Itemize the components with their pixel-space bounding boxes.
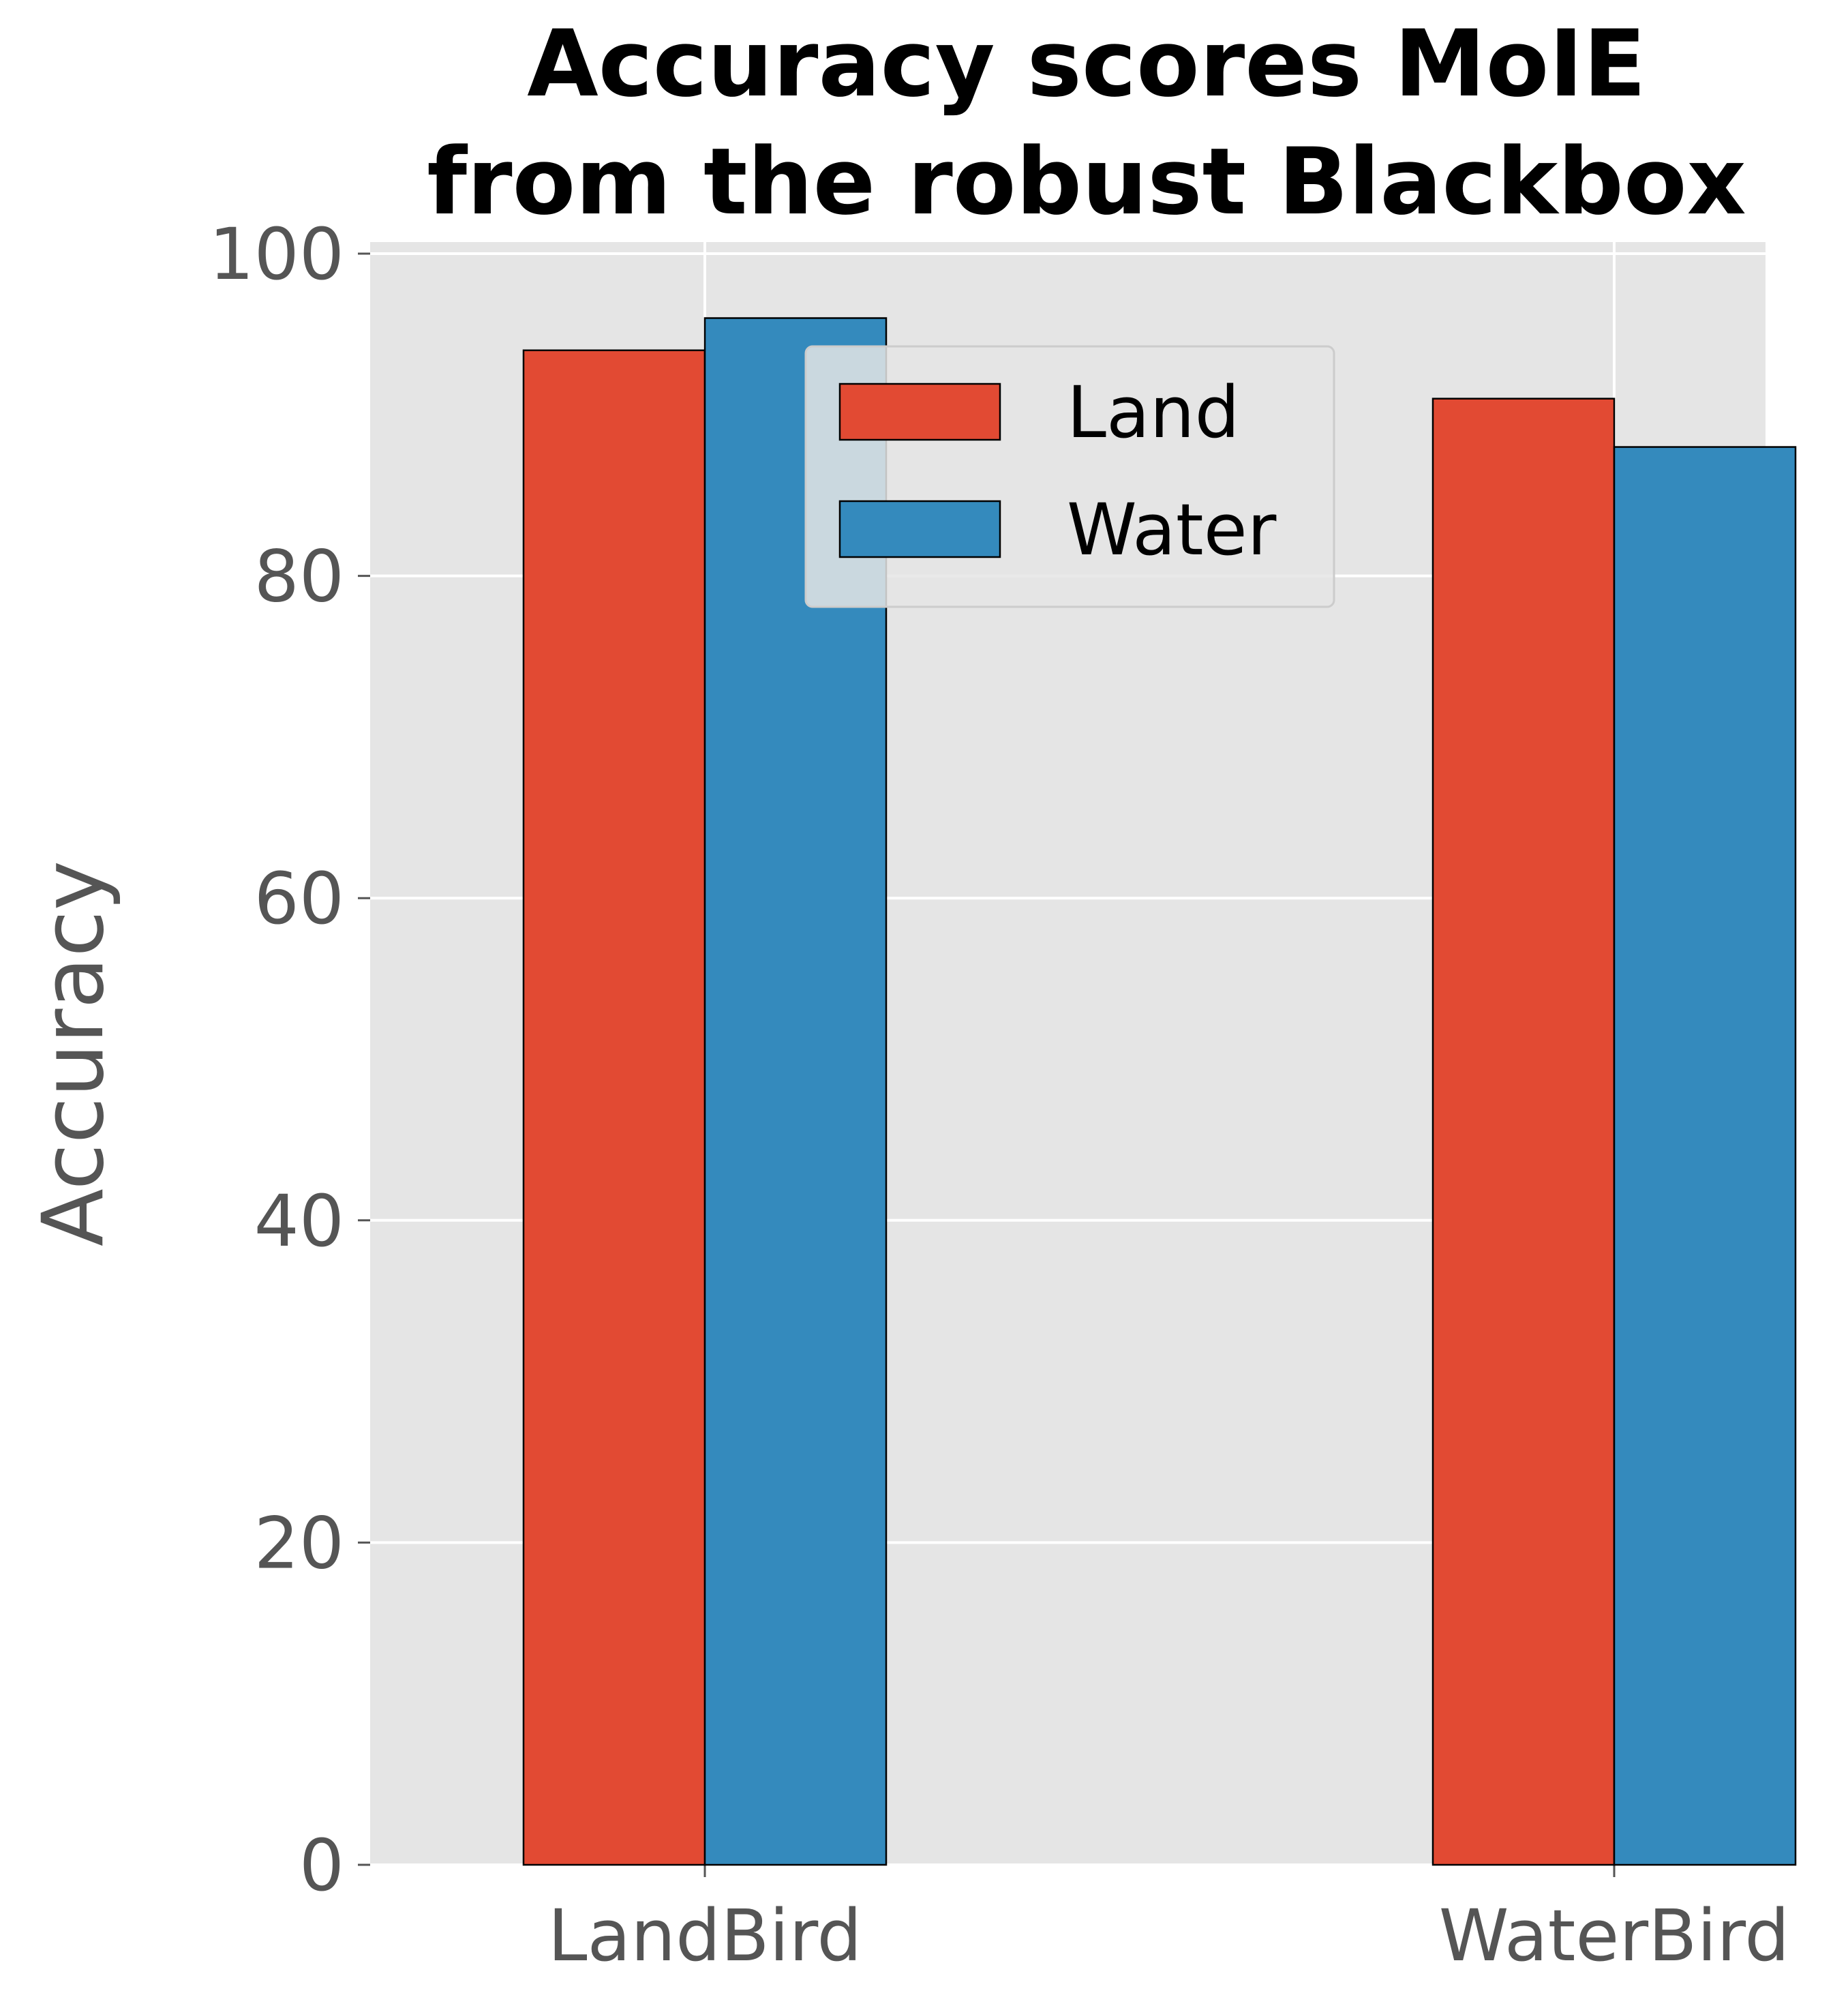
y-tick-label: 100 [209,213,344,296]
bar-water-waterbird [1613,446,1797,1866]
chart-title-line-1: Accuracy scores MoIE [527,10,1646,117]
y-tick-label: 40 [254,1180,344,1263]
x-tick-label: LandBird [548,1894,862,1977]
y-tick-label: 20 [254,1501,344,1585]
legend-swatch-land [838,383,1001,441]
legend-swatch-water [838,500,1001,558]
bar-land-waterbird [1432,398,1616,1866]
legend: Land Water [804,345,1335,608]
y-axis-label: Accuracy [25,860,123,1246]
bars [522,317,1797,1866]
y-tick-label: 60 [254,857,344,940]
y-tick-label: 0 [299,1824,344,1907]
x-axis: LandBird WaterBird [548,1865,1790,1977]
y-axis: 0 20 40 60 80 100 [209,213,370,1907]
legend-label-water: Water [1067,488,1277,571]
legend-label-land: Land [1067,371,1240,454]
y-tick-label: 80 [254,535,344,618]
chart-title-line-2: from the robust Blackbox [427,128,1746,235]
bar-land-landbird [522,349,706,1866]
x-tick-label: WaterBird [1439,1894,1790,1977]
